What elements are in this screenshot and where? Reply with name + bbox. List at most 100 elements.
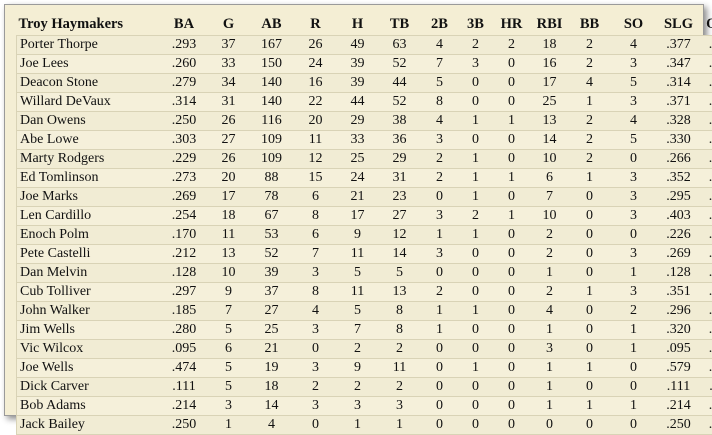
stat-cell-h: 1: [338, 416, 378, 435]
stat-cell-tb: 1: [378, 416, 422, 435]
stat-cell-hr: 2: [494, 36, 530, 55]
stat-cell-slg: .128: [658, 264, 700, 283]
stat-cell-so: 2: [610, 302, 658, 321]
stat-cell-2b: 1: [422, 226, 458, 245]
stat-cell-tb: 2: [378, 378, 422, 397]
stat-cell-2b: 0: [422, 416, 458, 435]
stat-cell-3b: 0: [458, 74, 494, 93]
stat-cell-so: 3: [610, 207, 658, 226]
stat-cell-bb: 2: [570, 55, 610, 74]
stat-cell-slg: .296: [658, 302, 700, 321]
stat-cell-tb: 8: [378, 302, 422, 321]
stat-cell-3b: 1: [458, 302, 494, 321]
stat-cell-slg: .111: [658, 378, 700, 397]
stat-cell-ba: .214: [161, 397, 208, 416]
stat-cell-3b: 3: [458, 55, 494, 74]
stat-cell-tb: 31: [378, 169, 422, 188]
stat-cell-so: 1: [610, 321, 658, 340]
stat-cell-2b: 0: [422, 397, 458, 416]
stat-cell-rbi: 1: [530, 397, 570, 416]
player-name: Pete Castelli: [17, 245, 161, 264]
stat-cell-hr: 0: [494, 74, 530, 93]
stat-cell-3b: 0: [458, 131, 494, 150]
player-name: Joe Lees: [17, 55, 161, 74]
stat-cell-r: 22: [294, 93, 338, 112]
stat-cell-tb: 14: [378, 245, 422, 264]
stat-cell-slg: .351: [658, 283, 700, 302]
stat-cell-h: 24: [338, 169, 378, 188]
player-name: John Walker: [17, 302, 161, 321]
stat-cell-bb: 1: [570, 359, 610, 378]
stat-cell-slg: .226: [658, 226, 700, 245]
stat-cell-ba: .269: [161, 188, 208, 207]
stat-cell-h: 21: [338, 188, 378, 207]
stat-cell-bb: 2: [570, 36, 610, 55]
stat-cell-tb: 3: [378, 397, 422, 416]
stat-cell-obp: .243: [700, 150, 712, 169]
stat-cell-rbi: 2: [530, 226, 570, 245]
stat-cell-h: 7: [338, 321, 378, 340]
stat-cell-bb: 2: [570, 112, 610, 131]
stat-cell-g: 31: [208, 93, 250, 112]
stat-cell-r: 3: [294, 264, 338, 283]
stat-cell-3b: 0: [458, 416, 494, 435]
player-name: Dan Owens: [17, 112, 161, 131]
stat-cell-2b: 4: [422, 112, 458, 131]
stat-cell-ba: .111: [161, 378, 208, 397]
stat-cell-bb: 0: [570, 245, 610, 264]
stat-cell-so: 3: [610, 93, 658, 112]
stat-cell-g: 18: [208, 207, 250, 226]
stat-cell-ab: 140: [250, 74, 294, 93]
stat-cell-hr: 0: [494, 93, 530, 112]
player-name: Vic Wilcox: [17, 340, 161, 359]
stat-cell-slg: .095: [658, 340, 700, 359]
stat-cell-so: 3: [610, 245, 658, 264]
stat-cell-rbi: 16: [530, 55, 570, 74]
stat-cell-hr: 0: [494, 378, 530, 397]
stat-cell-g: 17: [208, 188, 250, 207]
stat-cell-ab: 109: [250, 150, 294, 169]
stat-cell-tb: 23: [378, 188, 422, 207]
stat-cell-hr: 0: [494, 416, 530, 435]
stat-cell-bb: 0: [570, 416, 610, 435]
stat-cell-r: 6: [294, 188, 338, 207]
stat-cell-r: 0: [294, 416, 338, 435]
stat-cell-obp: .128: [700, 264, 712, 283]
stat-cell-ba: .303: [161, 131, 208, 150]
stat-cell-slg: .579: [658, 359, 700, 378]
stat-cell-bb: 0: [570, 340, 610, 359]
stat-cell-2b: 0: [422, 359, 458, 378]
stat-cell-ba: .280: [161, 321, 208, 340]
stat-cell-rbi: 0: [530, 416, 570, 435]
stat-cell-h: 39: [338, 55, 378, 74]
stat-cell-ba: .095: [161, 340, 208, 359]
stat-cell-2b: 0: [422, 340, 458, 359]
stat-cell-g: 3: [208, 397, 250, 416]
stat-cell-hr: 0: [494, 131, 530, 150]
stat-cell-ba: .254: [161, 207, 208, 226]
stat-cell-r: 8: [294, 207, 338, 226]
stat-cell-so: 1: [610, 264, 658, 283]
stat-cell-h: 11: [338, 283, 378, 302]
stat-cell-h: 17: [338, 207, 378, 226]
stat-cell-obp: .250: [700, 416, 712, 435]
stat-cell-hr: 0: [494, 264, 530, 283]
player-name: Dan Melvin: [17, 264, 161, 283]
stat-cell-ba: .279: [161, 74, 208, 93]
stat-cell-ab: 18: [250, 378, 294, 397]
stat-cell-slg: .347: [658, 55, 700, 74]
stat-cell-rbi: 1: [530, 264, 570, 283]
stat-cell-obp: .270: [700, 55, 712, 74]
stat-cell-so: 3: [610, 283, 658, 302]
stat-cell-rbi: 25: [530, 93, 570, 112]
stat-cell-hr: 0: [494, 321, 530, 340]
stat-cell-g: 9: [208, 283, 250, 302]
stat-cell-tb: 36: [378, 131, 422, 150]
column-header-tb: TB: [378, 14, 422, 36]
column-header-h: H: [338, 14, 378, 36]
